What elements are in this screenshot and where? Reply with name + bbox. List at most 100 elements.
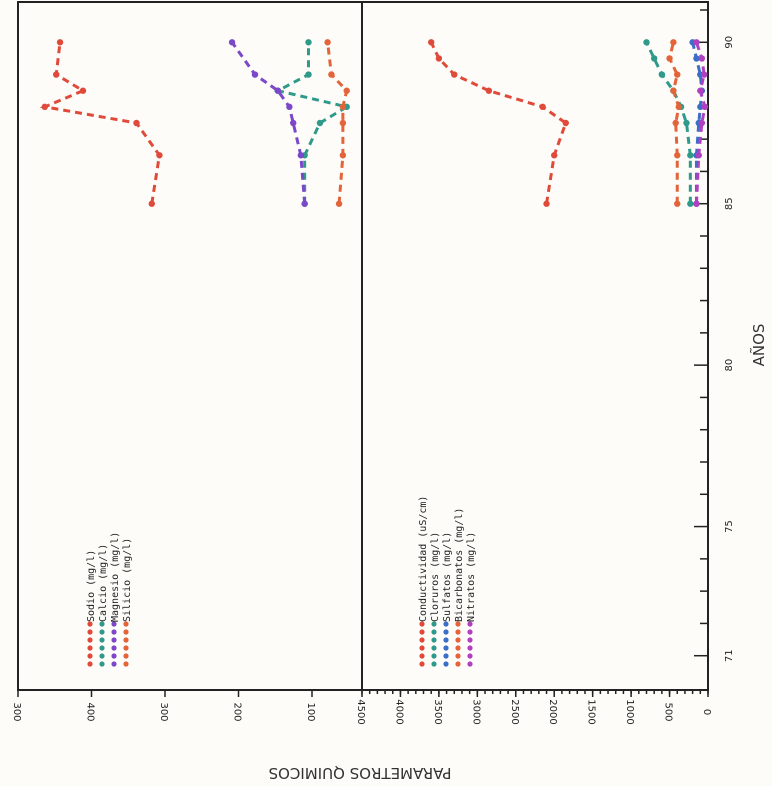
year-tick-label-85: 85 bbox=[724, 197, 735, 210]
value-tick-label-1000: 1000 bbox=[624, 699, 635, 724]
data-point bbox=[286, 103, 293, 111]
legend-marker bbox=[123, 637, 129, 643]
legend-marker bbox=[87, 621, 93, 627]
data-point bbox=[693, 200, 700, 207]
value-tick-group: 400 bbox=[85, 702, 96, 721]
value-tick-group: 4000 bbox=[393, 699, 404, 724]
legend-marker bbox=[123, 621, 129, 627]
legend-marker bbox=[111, 661, 117, 667]
value-tick-label-2500: 2500 bbox=[509, 699, 520, 724]
value-tick-group: 300 bbox=[11, 702, 22, 721]
legend-marker bbox=[431, 637, 437, 643]
data-point bbox=[335, 200, 343, 207]
legend-entry-group: Sodio (mg/l) bbox=[86, 550, 97, 622]
legend-marker bbox=[467, 645, 473, 651]
data-point bbox=[274, 87, 282, 94]
legend-marker bbox=[123, 661, 129, 667]
legend-marker bbox=[443, 637, 449, 643]
data-point bbox=[670, 39, 677, 46]
legend-marker bbox=[87, 653, 93, 659]
legend-entry: Calcio (mg/l) bbox=[98, 544, 109, 622]
data-point bbox=[79, 87, 87, 94]
legend-entry: Magnesio (mg/l) bbox=[110, 532, 121, 622]
year-tick-label-71: 71 bbox=[724, 649, 735, 662]
legend-marker bbox=[443, 645, 449, 651]
data-point bbox=[674, 152, 681, 159]
data-point bbox=[551, 152, 558, 159]
data-point bbox=[339, 119, 347, 127]
legend-marker bbox=[455, 621, 461, 627]
value-tick-group: 500 bbox=[663, 702, 674, 721]
legend-marker bbox=[455, 645, 461, 651]
legend-marker bbox=[123, 653, 129, 659]
legend-marker bbox=[99, 661, 105, 667]
data-point bbox=[301, 200, 308, 207]
legend-entry: Bicarbonatos (mg/l) bbox=[454, 508, 465, 622]
value-tick-group: 3000 bbox=[470, 699, 481, 724]
data-point bbox=[666, 55, 673, 62]
data-point bbox=[133, 119, 140, 127]
data-point bbox=[148, 200, 155, 207]
value-tick-group: 0 bbox=[701, 709, 712, 715]
legend-marker bbox=[431, 621, 437, 627]
legend-entry: Nitratos (mg/l) bbox=[466, 532, 477, 622]
data-point bbox=[339, 152, 347, 159]
year-tick-label-80: 80 bbox=[724, 359, 735, 372]
value-tick-label-300: 300 bbox=[11, 702, 22, 721]
legend-marker bbox=[111, 653, 117, 659]
data-point bbox=[539, 103, 546, 111]
legend-marker bbox=[443, 621, 449, 627]
legend-entry-group: Magnesio (mg/l) bbox=[110, 532, 121, 622]
legend-marker bbox=[99, 629, 105, 635]
value-axis-title-group: PARAMETROS QUIMICOS bbox=[269, 764, 452, 782]
year-axis-title: AÑOS bbox=[749, 324, 768, 367]
data-point bbox=[695, 152, 702, 159]
value-tick-label-0: 0 bbox=[701, 709, 712, 715]
data-point bbox=[683, 119, 690, 127]
legend-marker bbox=[467, 637, 473, 643]
value-tick-label-500: 500 bbox=[663, 702, 674, 721]
year-tick-group: 75 bbox=[724, 520, 735, 533]
data-point bbox=[643, 39, 650, 46]
data-point bbox=[53, 71, 60, 78]
legend-marker bbox=[111, 629, 117, 635]
legend-entry-group: Cloruros (mg/l) bbox=[430, 532, 441, 622]
legend-marker bbox=[87, 629, 93, 635]
data-point bbox=[305, 39, 312, 46]
legend-marker bbox=[87, 637, 93, 643]
value-tick-label-3000: 3000 bbox=[470, 699, 481, 724]
data-point bbox=[435, 55, 443, 62]
year-tick-label-90: 90 bbox=[724, 36, 735, 49]
value-tick-label-100: 100 bbox=[305, 702, 316, 721]
value-tick-label-400: 400 bbox=[85, 702, 96, 721]
legend-marker bbox=[431, 653, 437, 659]
value-tick-group: 3500 bbox=[432, 699, 443, 724]
value-tick-group: 4500 bbox=[355, 699, 366, 724]
legend-entry: Silicio (mg/l) bbox=[122, 538, 133, 622]
legend-marker bbox=[443, 629, 449, 635]
legend-marker bbox=[123, 629, 129, 635]
value-tick-group: 1500 bbox=[586, 699, 597, 724]
data-point bbox=[324, 39, 331, 46]
legend-entry: Sulfatos (mg/l) bbox=[442, 532, 453, 622]
legend-marker bbox=[467, 621, 473, 627]
data-point bbox=[701, 103, 709, 111]
value-tick-group: 2000 bbox=[547, 699, 558, 724]
value-tick-label-4000: 4000 bbox=[393, 699, 404, 724]
legend-entry-group: Calcio (mg/l) bbox=[98, 544, 109, 622]
data-point bbox=[339, 103, 347, 111]
legend-marker bbox=[419, 645, 425, 651]
legend-marker bbox=[455, 653, 461, 659]
value-tick-group: 300 bbox=[158, 702, 169, 721]
series-line-calcio bbox=[273, 42, 351, 204]
data-point bbox=[543, 200, 550, 207]
legend-marker bbox=[443, 661, 449, 667]
data-point bbox=[674, 71, 681, 78]
value-tick-label-200: 200 bbox=[232, 702, 243, 721]
legend-entry: Cloruros (mg/l) bbox=[430, 532, 441, 622]
legend-entry-group: Silicio (mg/l) bbox=[122, 538, 133, 622]
value-tick-group: 2500 bbox=[509, 699, 520, 724]
legend-entry-group: Nitratos (mg/l) bbox=[466, 532, 477, 622]
legend-marker bbox=[431, 629, 437, 635]
data-point bbox=[658, 71, 666, 78]
